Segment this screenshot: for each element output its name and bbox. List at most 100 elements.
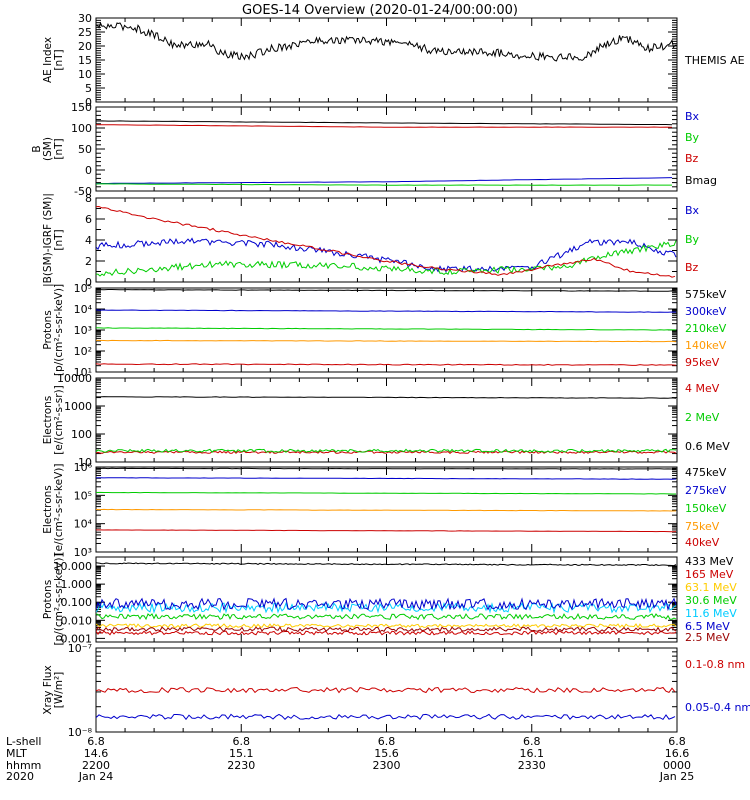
legend-label: 150keV xyxy=(685,502,727,515)
series-line-0-05-0-4-nm xyxy=(96,713,676,721)
y-tick-label: 8 xyxy=(85,192,92,205)
legend-label: Bx xyxy=(685,204,700,217)
series-line-0-6-mev xyxy=(96,396,677,399)
y-tick-label: 100 xyxy=(71,122,92,135)
y-axis-label: Electrons[e/(cm²-s-sr)] xyxy=(42,385,65,454)
x-tick-label: 16.1 xyxy=(520,747,545,760)
y-tick-label: 10⁶ xyxy=(74,461,93,474)
y-tick-label: 150 xyxy=(71,101,92,114)
panel-frame xyxy=(95,17,678,103)
y-axis-label: Xray Flux[W/m²] xyxy=(42,665,65,714)
y-tick-label: 0 xyxy=(85,164,92,177)
x-tick-label: 2230 xyxy=(227,759,255,772)
series-line-bx xyxy=(96,237,677,273)
y-tick-label: 5 xyxy=(85,82,92,95)
y-tick-label: 0.001 xyxy=(61,632,93,645)
y-tick-label: 10 xyxy=(78,68,92,81)
series-line-0-1-0-8-nm xyxy=(96,686,676,694)
legend-label: 0.1-0.8 nm xyxy=(685,658,745,671)
series-line-bz xyxy=(96,205,676,278)
legend-label: 2.5 MeV xyxy=(685,631,730,644)
series-line-2-5-mev xyxy=(96,626,677,633)
series-line-bmag xyxy=(96,120,673,126)
panel-6: 10³ 10⁴ 10⁵ 10⁶ Electrons[e/(cm²-s-sr-keV)] 4… xyxy=(42,461,727,559)
series-line-by xyxy=(96,240,677,277)
panel-2: -50 0 50 100 150 B(SM)[nT] Bx By Bz Bmag xyxy=(31,101,717,198)
x-tick-label: 0000 xyxy=(663,759,691,772)
legend-label: THEMIS AE xyxy=(684,54,745,67)
series-line-bz xyxy=(96,124,673,128)
legend-label: 475keV xyxy=(685,466,727,479)
x-row-label: L-shell xyxy=(6,735,42,748)
y-tick-label: 15 xyxy=(78,54,92,67)
y-tick-label: 10.000 xyxy=(54,560,93,573)
series-line-6-5-mev xyxy=(96,597,677,612)
y-tick-label: 10⁻⁷ xyxy=(68,642,92,655)
x-tick-label: Jan 25 xyxy=(659,770,694,783)
x-row-label: hhmm xyxy=(6,759,41,772)
legend-label: By xyxy=(685,131,700,144)
legend-label: By xyxy=(685,233,700,246)
y-tick-label: 0.100 xyxy=(61,596,93,609)
y-tick-label: 10³ xyxy=(74,324,92,337)
series-line-2-mev xyxy=(96,448,677,453)
panel-7: 0.001 0.010 0.100 1.000 10.000Protons[p/(cm²… xyxy=(42,553,737,645)
series-line-575kev xyxy=(96,289,677,292)
panel-frame xyxy=(95,647,678,733)
legend-label: 30.6 MeV xyxy=(685,594,737,607)
y-tick-label: 50 xyxy=(78,143,92,156)
y-tick-label: 0 xyxy=(85,96,92,109)
series-line-275kev xyxy=(96,477,677,480)
series-line-by xyxy=(96,183,672,186)
legend-label: 575keV xyxy=(685,288,727,301)
series-line-140kev xyxy=(96,339,677,343)
x-row-label: 2020 xyxy=(6,770,34,783)
y-axis-label: Protons[p/(cm²-s-sr-keV)] xyxy=(42,284,65,376)
y-tick-label: 10⁴ xyxy=(74,303,93,316)
y-tick-label: 100 xyxy=(71,428,92,441)
series-line-themis-ae xyxy=(96,21,677,62)
series-line-30-6-mev xyxy=(96,612,677,621)
series-line-150kev xyxy=(96,491,676,495)
legend-label: 95keV xyxy=(685,356,720,369)
y-tick-label: 4 xyxy=(85,234,92,247)
x-tick-label: 2300 xyxy=(373,759,401,772)
y-axis-label: AE Index[nT] xyxy=(42,37,65,83)
x-tick-label: 14.6 xyxy=(84,747,109,760)
legend-label: 0.6 MeV xyxy=(685,440,730,453)
legend-label: 2 MeV xyxy=(685,411,720,424)
series-line-63-1-mev xyxy=(96,623,677,629)
legend-label: 300keV xyxy=(685,305,727,318)
series-line-165-mev xyxy=(96,630,677,636)
y-axis-label: |B(SM)-IGRF (SM)|[nT] xyxy=(42,193,65,287)
panel-4: 10¹ 10² 10³ 10⁴ 10⁵ Protons[p/(cm²-s-sr-keV)]… xyxy=(42,282,727,379)
y-tick-label: 2 xyxy=(85,255,92,268)
figure-title: GOES-14 Overview (2020-01-24/00:00:00) xyxy=(242,3,518,18)
y-tick-label: -50 xyxy=(74,185,92,198)
x-row-label: MLT xyxy=(6,747,27,760)
legend-label: Bz xyxy=(685,152,699,165)
legend-label: 40keV xyxy=(685,536,720,549)
legend-label: 75keV xyxy=(685,520,720,533)
y-tick-label: 30 xyxy=(78,12,92,25)
y-tick-label: 1.000 xyxy=(61,578,93,591)
y-tick-label: 20 xyxy=(78,40,92,53)
series-line-433-mev xyxy=(96,562,677,567)
legend-label: 63.1 MeV xyxy=(685,581,737,594)
y-tick-label: 10⁻⁸ xyxy=(68,726,93,739)
y-tick-label: 10¹ xyxy=(74,366,92,379)
y-tick-label: 0 xyxy=(85,276,92,289)
y-tick-label: 1000 xyxy=(64,400,92,413)
legend-label: 11.6 MeV xyxy=(685,607,737,620)
x-tick-label: 6.8 xyxy=(233,735,251,748)
x-tick-label: 15.6 xyxy=(374,747,399,760)
y-tick-label: 10² xyxy=(74,345,92,358)
y-axis-label: Electrons[e/(cm²-s-sr-keV)] xyxy=(42,464,65,556)
x-tick-label: 16.6 xyxy=(665,747,690,760)
y-tick-label: 10⁵ xyxy=(74,489,92,502)
series-line-210kev xyxy=(96,327,676,331)
